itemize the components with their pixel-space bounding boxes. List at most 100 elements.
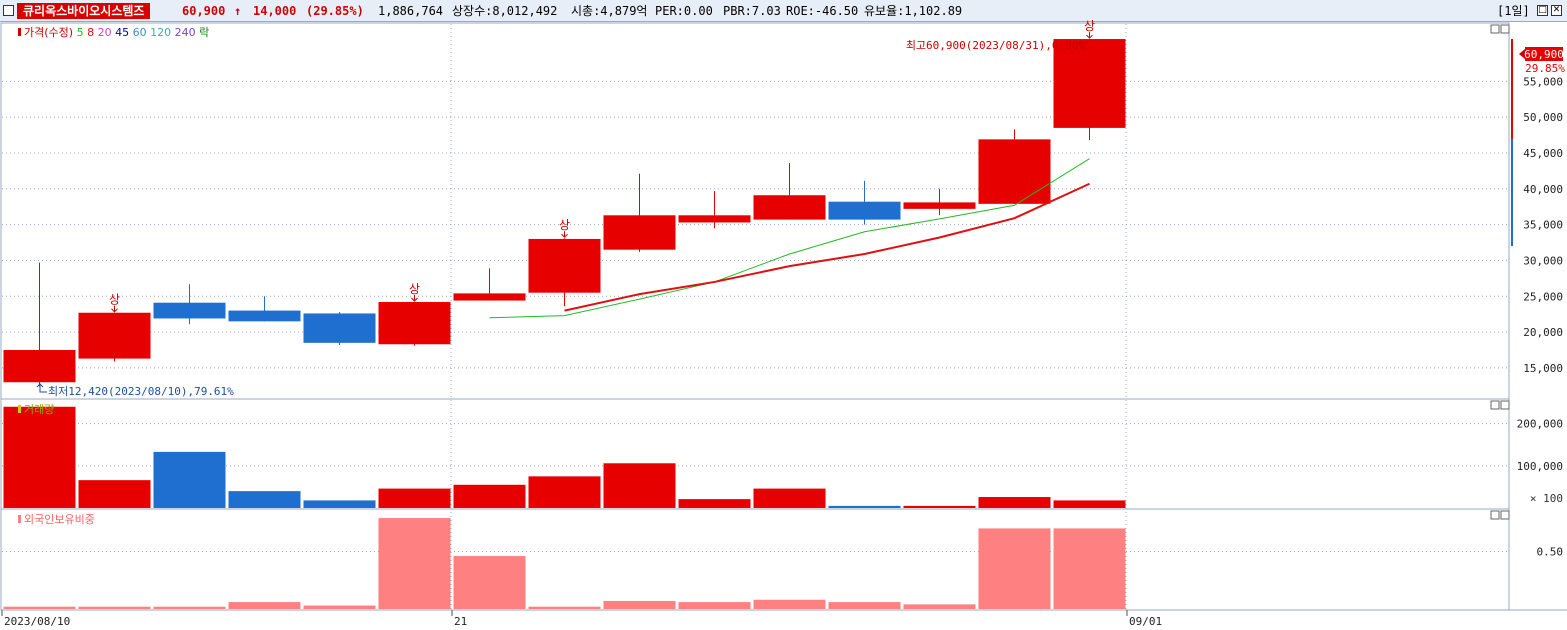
listed-shares: 상장수:8,012,492 <box>452 4 558 18</box>
market-cap: 시총:4,879억 <box>571 4 648 18</box>
volume-legend: 거래량 <box>18 403 54 416</box>
candle-body <box>978 139 1051 204</box>
price-tick-label: 20,000 <box>1523 326 1563 339</box>
foreign-tick-label: 0.50 <box>1537 545 1564 558</box>
legend-item: 락 <box>196 26 210 39</box>
price-change: 14,000 <box>253 4 297 18</box>
volume-bar <box>78 480 151 508</box>
price-tick-label: 25,000 <box>1523 290 1563 303</box>
foreign-bar <box>678 602 751 609</box>
down-arrow-icon <box>411 294 418 302</box>
close-icon[interactable]: ✕ <box>1551 5 1562 16</box>
legend-item: 가격(수정) <box>24 26 73 39</box>
per-value: PER:0.00 <box>655 4 713 18</box>
foreign-legend-label: 외국인보유비중 <box>24 513 95 526</box>
candle-body <box>78 312 151 359</box>
down-arrow-icon <box>111 305 118 313</box>
foreign-bar <box>303 605 376 609</box>
price-tick-label: 50,000 <box>1523 111 1563 124</box>
volume-legend-label: 거래량 <box>24 403 54 416</box>
candle-body <box>303 313 376 343</box>
maximize-icon[interactable]: □ <box>1537 5 1548 16</box>
select-checkbox[interactable] <box>3 5 14 16</box>
foreign-legend: 외국인보유비중 <box>18 513 95 526</box>
price-panel-close-icon <box>1500 24 1510 34</box>
current-pct-label: 29.85% <box>1525 62 1565 75</box>
foreign-panel-close-icon <box>1500 510 1510 520</box>
axis-labels: 15,000 20,000 25,000 30,000 35,000 40,000 45,0… <box>1 75 1564 628</box>
low-arrow-icon <box>36 383 47 393</box>
down-arrow-icon <box>1086 32 1093 39</box>
foreign-bar <box>228 602 301 609</box>
candle-body <box>228 310 301 322</box>
price-tick-label: 30,000 <box>1523 254 1563 267</box>
panel-buttons[interactable] <box>1490 24 1510 520</box>
volume-bar <box>753 488 826 508</box>
current-price-flag: 60,900 29.85% <box>1519 47 1565 75</box>
high-annotation: 최고60,900(2023/08/31),0.00% <box>906 39 1086 52</box>
foreign-bar <box>453 556 526 609</box>
volume-bar <box>828 505 901 508</box>
upper-limit-label: 상 <box>409 282 420 296</box>
volume-tick-label: 200,000 <box>1517 418 1563 431</box>
legend-item: 60 <box>129 26 147 39</box>
candlesticks <box>3 39 1126 387</box>
volume-bar <box>603 463 676 508</box>
candle-body <box>903 202 976 209</box>
foreign-bar <box>528 606 601 609</box>
volume-bar <box>378 488 451 508</box>
up-arrow-icon: ↑ <box>234 4 242 18</box>
gridlines <box>2 80 1508 552</box>
candle-body <box>153 302 226 319</box>
volume-tick-label: 100,000 <box>1517 460 1563 473</box>
foreign-ownership-bars <box>3 518 1126 609</box>
foreign-bar <box>378 518 451 609</box>
price-legend-swatch <box>18 28 21 36</box>
ma5-line <box>489 158 1090 319</box>
volume-bar <box>678 499 751 508</box>
price-tick-label: 45,000 <box>1523 147 1563 160</box>
foreign-bar <box>603 600 676 609</box>
upper-limit-label: 상 <box>559 218 570 232</box>
price-range-strip <box>1511 39 1513 247</box>
volume-bar <box>453 484 526 508</box>
x-tick-label: 2023/08/10 <box>4 615 70 628</box>
x-tick-label: 09/01 <box>1129 615 1162 628</box>
upper-limit-label: 상 <box>1084 19 1095 33</box>
candle-body <box>828 201 901 220</box>
price-tick-label: 35,000 <box>1523 219 1563 232</box>
price-legend-text: 가격(수정) 5 8 20 45 60 120 240 락 <box>24 26 209 39</box>
foreign-bar <box>828 602 901 609</box>
foreign-panel-frame <box>0 508 1510 611</box>
legend-item: 45 <box>112 26 130 39</box>
volume-panel-max-icon <box>1490 400 1500 410</box>
legend-item: 5 <box>73 26 84 39</box>
volume-unit-label: × 100 <box>1530 492 1563 505</box>
current-price: 60,900 <box>182 4 226 18</box>
volume-bar <box>1053 500 1126 508</box>
foreign-bar <box>753 599 826 609</box>
stock-name[interactable]: 큐리옥스바이오시스템즈 <box>17 3 151 19</box>
period-selector[interactable]: [1일] <box>1497 4 1530 18</box>
price-legend: 가격(수정) 5 8 20 45 60 120 240 락 <box>18 26 209 39</box>
legend-item: 240 <box>171 26 196 39</box>
foreign-bar <box>153 606 226 609</box>
low-annotation: 최저12,420(2023/08/10),79.61% <box>48 385 234 398</box>
foreign-panel-max-icon <box>1490 510 1500 520</box>
volume-bars <box>3 406 1126 508</box>
panel-frames <box>0 22 1567 611</box>
volume-bar <box>153 451 226 508</box>
foreign-bar <box>3 606 76 609</box>
foreign-bar <box>78 606 151 609</box>
volume-bar <box>3 406 76 508</box>
legend-item: 20 <box>94 26 112 39</box>
foreign-bar <box>903 604 976 609</box>
candle-body <box>678 215 751 223</box>
price-tick-label: 40,000 <box>1523 183 1563 196</box>
pbr-value: PBR:7.03 <box>723 4 781 18</box>
legend-item: 8 <box>84 26 95 39</box>
price-panel-max-icon <box>1490 24 1500 34</box>
foreign-bar <box>978 528 1051 609</box>
